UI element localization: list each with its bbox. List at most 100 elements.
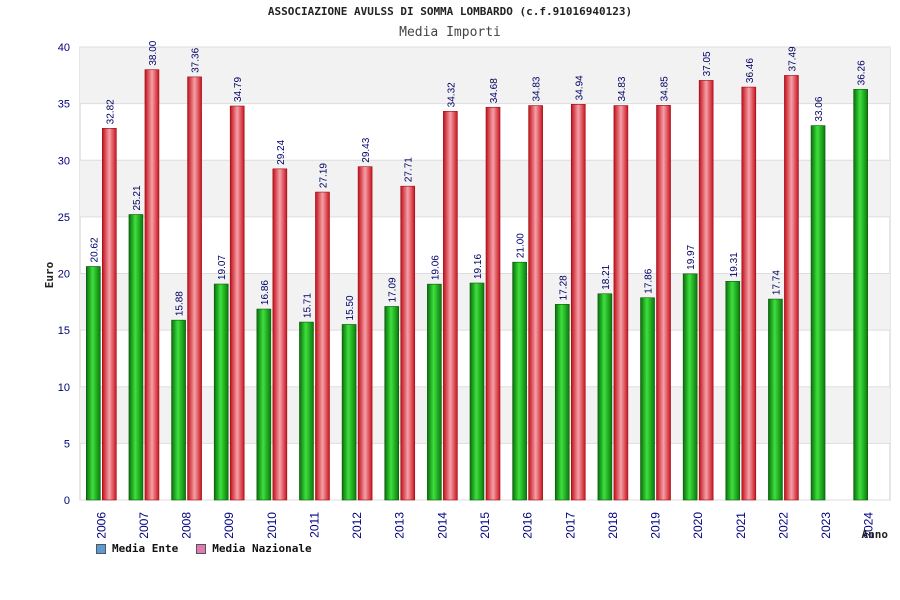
bar-media-ente-2018 [597,293,613,501]
legend-swatch-media-ente [96,543,106,554]
x-tick-label: 2018 [606,512,620,539]
data-label: 15.88 [175,291,186,316]
bar-media-nazionale-2017 [570,104,586,501]
data-label: 27.19 [318,163,329,188]
bar-media-nazionale-2018 [613,105,629,501]
legend-label-media-ente: Media Ente [112,542,179,555]
bar-media-ente-2006 [86,266,101,501]
bar-media-ente-2010 [256,308,272,501]
x-tick-label: 2021 [734,512,748,539]
bar-media-ente-2009 [213,283,229,501]
data-label: 25.21 [132,185,143,210]
data-label: 34.94 [574,75,585,100]
bar-media-nazionale-2019 [656,105,671,501]
data-label: 17.28 [558,275,569,300]
x-tick-label: 2023 [819,512,833,539]
data-label: 21.00 [516,233,527,258]
y-tick-label: 25 [58,212,70,224]
y-tick-label: 5 [64,438,70,450]
bar-media-ente-2019 [640,297,655,501]
legend-swatch-media-nazionale [196,543,207,554]
bar-media-ente-2021 [725,281,741,501]
bar-media-ente-2023 [810,125,826,501]
x-tick-label: 2014 [435,512,449,539]
chart-title: ASSOCIAZIONE AVULSS DI SOMMA LOMBARDO (c… [267,5,633,18]
x-tick-label: 2013 [393,512,407,539]
data-label: 17.74 [771,270,782,295]
data-label: 34.79 [233,77,244,102]
y-tick-label: 35 [58,99,70,111]
bar-media-nazionale-2022 [784,75,799,501]
x-tick-label: 2015 [478,512,492,539]
data-label: 19.97 [686,244,697,269]
data-label: 37.05 [702,51,713,76]
data-label: 15.50 [345,295,356,320]
bar-media-nazionale-2021 [741,86,757,501]
data-label: 34.83 [617,76,628,101]
data-label: 37.49 [787,46,798,71]
x-tick-label: 2009 [222,512,236,539]
data-label: 16.86 [260,280,271,305]
bar-media-nazionale-2015 [485,106,501,501]
data-label: 37.36 [191,47,202,72]
data-label: 32.82 [105,99,116,124]
data-label: 19.16 [473,254,484,279]
bar-media-nazionale-2009 [229,105,245,501]
x-tick-label: 2020 [691,512,705,539]
bar-media-ente-2022 [768,298,783,501]
bar-media-ente-2015 [469,282,485,501]
x-tick-label: 2012 [350,512,364,539]
data-label: 15.71 [302,293,313,318]
data-label: 29.43 [361,137,372,162]
bar-media-ente-2012 [341,324,357,501]
chart-subtitle: Media Importi [399,25,501,40]
data-label: 36.26 [857,60,868,85]
bar-media-nazionale-2020 [698,80,714,501]
legend-item-media-nazionale: Media Nazionale [196,542,312,555]
bar-media-ente-2007 [128,214,144,501]
bar-media-ente-2020 [682,273,698,501]
x-axis-label: Anno [862,528,889,541]
x-tick-label: 2010 [265,512,279,539]
bar-media-ente-2014 [427,283,442,501]
data-label: 18.21 [601,264,612,289]
y-tick-label: 10 [58,382,70,394]
data-label: 34.32 [446,82,457,107]
y-tick-label: 20 [58,269,70,281]
data-label: 34.83 [532,76,543,101]
data-label: 34.68 [489,78,500,103]
x-tick-label: 2017 [563,512,577,539]
bar-media-ente-2024 [853,89,868,501]
legend: Media Ente Media Nazionale [96,542,312,555]
data-label: 33.06 [814,96,825,121]
bar-media-nazionale-2006 [102,128,117,501]
bar-media-ente-2013 [384,306,400,501]
data-label: 38.00 [148,40,159,65]
legend-label-media-nazionale: Media Nazionale [212,542,312,555]
data-label: 19.31 [729,252,740,277]
bar-media-nazionale-2008 [187,76,202,501]
bar-media-nazionale-2010 [272,168,288,501]
data-label: 29.24 [276,139,287,164]
bar-media-nazionale-2007 [144,69,160,501]
data-label: 20.62 [89,237,100,262]
bar-media-nazionale-2013 [400,185,416,501]
x-tick-label: 2019 [649,512,663,539]
x-tick-label: 2008 [180,512,194,539]
data-label: 17.09 [388,277,399,302]
data-label: 36.46 [745,58,756,83]
bar-media-nazionale-2014 [443,111,458,501]
y-axis-label: Euro [43,261,56,288]
x-tick-label: 2007 [137,512,151,539]
data-label: 19.06 [430,255,441,280]
y-tick-label: 40 [58,42,70,54]
data-label: 27.71 [404,157,415,182]
bar-media-ente-2008 [171,319,186,501]
legend-item-media-ente: Media Ente [96,542,178,555]
x-tick-label: 2006 [94,512,108,539]
bar-media-nazionale-2016 [528,105,543,501]
data-label: 19.07 [217,255,228,280]
bar-media-nazionale-2011 [315,191,330,501]
y-tick-label: 30 [58,155,70,167]
